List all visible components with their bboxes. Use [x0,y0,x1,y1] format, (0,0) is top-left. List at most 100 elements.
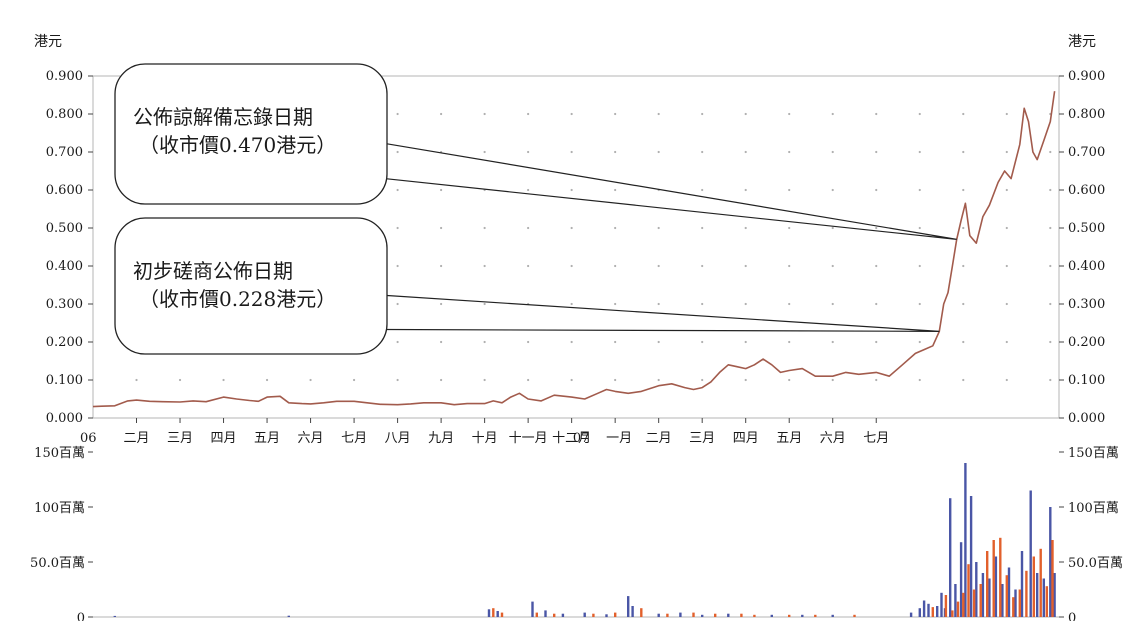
grid-dot [918,340,921,344]
grid-dot [440,264,443,268]
callout-text: （收市價0.470港元） [139,133,336,157]
volume-bar [994,556,998,617]
grid-dot [527,378,530,382]
price-tick-right: 0.500 [1068,221,1105,236]
volume-bar [801,614,804,617]
volume-bar [592,613,595,617]
grid-dot [396,112,399,116]
callout-box [114,63,388,205]
volume-bar [986,551,989,617]
grid-dot [1005,264,1008,268]
callout-box [114,217,388,355]
grid-dot [744,188,747,192]
grid-dot [614,226,617,230]
volume-bar [972,589,976,617]
grid-dot [1005,378,1008,382]
grid-dot [918,378,921,382]
volume-bar [931,607,934,617]
month-label: 五月 [254,431,280,446]
grid-dot [483,302,486,306]
grid-dot [396,150,399,154]
grid-dot [570,264,573,268]
grid-dot [831,112,834,116]
price-tick-right: 0.400 [1068,259,1105,274]
volume-bar [531,601,534,617]
grid-dot [744,226,747,230]
price-tick-right: 0.100 [1068,373,1105,388]
grid-dot [614,340,617,344]
month-label: 六月 [820,431,846,446]
volume-bars [113,463,1056,618]
grid-dot [962,264,965,268]
grid-dot [440,378,443,382]
price-tick-left: 0.700 [46,145,83,160]
grid-dot [962,112,965,116]
price-tick-left: 0.800 [46,107,83,122]
grid-dot [875,226,878,230]
price-tick-left: 0.500 [46,221,83,236]
price-tick-right: 0.600 [1068,183,1105,198]
grid-dot [527,188,530,192]
grid-dot [614,188,617,192]
grid-dot [701,150,704,154]
volume-bar [692,612,695,617]
month-label: 一月 [606,431,632,446]
grid-dot [701,302,704,306]
grid-dot [1005,150,1008,154]
grid-dot [657,340,660,344]
grid-dot [875,340,878,344]
grid-dot [1049,264,1052,268]
volume-bar [940,592,943,617]
volume-bar [500,612,504,617]
volume-panel: 0 0 50.0百萬 50.0百萬 100百萬 100百萬 150百萬 150百萬 [30,446,1123,621]
grid-dot [657,378,660,382]
volume-bar [951,610,954,617]
volume-bar [1032,556,1035,617]
grid-dot [831,340,834,344]
volume-bar [1005,575,1008,617]
grid-dot [918,188,921,192]
grid-dot [614,378,617,382]
volume-bar [714,613,717,617]
grid-dot [788,378,791,382]
volume-bar [1039,548,1042,617]
grid-dot [788,226,791,230]
month-label: 四月 [733,431,759,446]
grid-dot [657,302,660,306]
price-tick-left: 0.600 [46,183,83,198]
price-tick-left: 0.300 [46,297,83,312]
grid-dot [701,264,704,268]
volume-bar [727,613,730,617]
price-tick-right: 0.300 [1068,297,1105,312]
grid-dot [570,188,573,192]
grid-dot [396,302,399,306]
volume-bar [740,613,743,617]
grid-dot [744,378,747,382]
month-label: 十月 [472,431,498,446]
callout-pointer [386,143,957,240]
grid-dot [701,112,704,116]
grid-dot [744,340,747,344]
month-label: 十二月 [552,431,591,446]
grid-dot [1049,302,1052,306]
volume-bar [1045,586,1048,617]
grid-dot [744,150,747,154]
volume-tick-right: 150百萬 [1068,446,1119,461]
volume-bar [1049,507,1052,617]
grid-dot [701,188,704,192]
price-unit-right: 港元 [1068,34,1096,50]
grid-dot [527,264,530,268]
month-label: 十一月 [509,431,548,446]
month-label: 八月 [385,431,411,446]
volume-bar [979,584,982,617]
grid-dot [701,340,704,344]
grid-dot [962,150,965,154]
grid-dot [875,264,878,268]
price-tick-right: 0.800 [1068,107,1105,122]
volume-bar [949,498,952,617]
price-tick-left: 0.200 [46,335,83,350]
year-label: 06 [80,431,97,446]
volume-tick-left: 0 [77,611,85,621]
volume-bar [988,578,991,617]
